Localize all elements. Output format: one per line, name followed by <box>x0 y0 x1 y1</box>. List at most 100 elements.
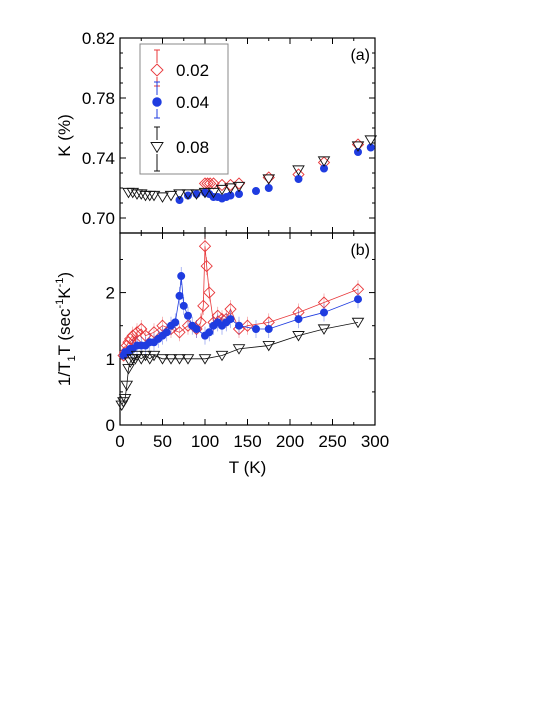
data-point <box>190 189 203 200</box>
data-point <box>134 354 148 365</box>
data-point <box>177 272 186 281</box>
data-point <box>164 354 178 365</box>
data-point <box>232 177 246 190</box>
data-point <box>317 324 331 335</box>
data-point <box>353 295 362 304</box>
data-point <box>171 318 180 327</box>
data-point <box>292 331 305 342</box>
y-tick-label: 0.70 <box>82 209 115 228</box>
data-point <box>351 317 365 329</box>
x-tick-label: 0 <box>115 432 124 451</box>
data-point <box>139 350 152 362</box>
data-point <box>319 308 328 317</box>
data-point <box>192 324 201 333</box>
data-point <box>205 328 214 337</box>
data-point <box>353 147 362 156</box>
data-point <box>173 189 186 200</box>
data-point <box>156 354 169 365</box>
data-point <box>226 191 235 200</box>
data-point <box>118 393 132 405</box>
series-0.08 <box>115 317 365 411</box>
data-point <box>130 350 144 362</box>
data-point <box>203 286 216 299</box>
panel-label: (b) <box>350 242 370 259</box>
data-point <box>319 164 328 173</box>
data-point <box>262 174 276 185</box>
y-tick-label: 0.82 <box>82 29 115 48</box>
data-point <box>147 350 161 362</box>
data-point <box>232 344 246 355</box>
y-tick-label: 2 <box>106 284 115 303</box>
data-point <box>124 332 137 346</box>
data-point <box>264 183 273 192</box>
data-point <box>232 181 246 193</box>
data-point <box>164 190 178 202</box>
x-axis: 0 50 100 150 200 250 300 T (K) <box>115 432 389 477</box>
data-point <box>207 177 220 190</box>
data-point <box>215 184 229 196</box>
data-point <box>198 240 212 253</box>
x-tick-label: 100 <box>191 432 219 451</box>
data-point <box>234 321 243 330</box>
data-point <box>317 156 331 167</box>
x-tick-label: 250 <box>318 432 346 451</box>
data-point <box>264 324 273 333</box>
legend-marker-bg <box>150 63 164 77</box>
data-point <box>198 354 212 365</box>
data-point <box>262 171 275 184</box>
data-point <box>181 189 195 200</box>
legend-marker <box>152 97 162 107</box>
data-point <box>201 177 214 190</box>
data-point <box>294 174 303 183</box>
data-point <box>181 354 195 365</box>
data-point <box>226 315 235 324</box>
data-point <box>194 316 207 329</box>
y-axis-label: 1/T1T (sec-1K-1) <box>54 272 78 386</box>
data-point <box>143 354 157 365</box>
y-tick-label: 0 <box>106 416 115 435</box>
data-point <box>200 259 213 273</box>
legend-marker-bg <box>150 140 164 154</box>
legend: 0.02 0.04 0.08 <box>139 43 229 175</box>
data-point <box>183 311 192 320</box>
data-point <box>179 301 188 310</box>
data-point <box>173 354 186 365</box>
data-point <box>147 190 161 202</box>
data-point <box>207 187 220 199</box>
data-point <box>134 189 148 200</box>
data-point <box>162 328 171 337</box>
y-tick-label: 0.74 <box>82 149 115 168</box>
panel-a: 0.70 0.74 0.78 0.82 (a) K (%) 0.02 0.04 0.08 <box>55 29 378 234</box>
data-point <box>364 135 378 146</box>
data-point <box>224 183 237 194</box>
legend-label: 0.08 <box>176 138 209 157</box>
panel-b: 0 1 2 (b) 1/T1T (sec-1K-1) <box>54 232 376 435</box>
y-axis-label: K (%) <box>55 114 74 157</box>
series-0.08 <box>122 135 378 203</box>
data-point <box>294 315 303 324</box>
legend-marker <box>150 142 164 154</box>
series-0.04 <box>119 267 362 360</box>
data-point <box>251 324 260 333</box>
legend-label: 0.04 <box>176 93 209 112</box>
data-point <box>123 357 137 368</box>
x-tick-label: 200 <box>276 432 304 451</box>
data-point <box>262 340 276 352</box>
data-point <box>156 192 169 203</box>
x-tick-label: 150 <box>233 432 261 451</box>
y-tick-label: 0.78 <box>82 89 115 108</box>
data-point <box>197 299 210 312</box>
data-point <box>234 189 243 198</box>
data-point <box>351 141 365 152</box>
data-point <box>215 178 229 192</box>
data-point <box>251 186 260 195</box>
data-point <box>173 326 186 339</box>
x-tick-label: 50 <box>153 432 172 451</box>
data-point <box>292 165 305 176</box>
data-point <box>366 143 375 152</box>
y-tick-label: 1 <box>106 350 115 369</box>
x-axis-label: T (K) <box>229 458 266 477</box>
x-tick-label: 300 <box>361 432 389 451</box>
legend-label: 0.02 <box>176 61 209 80</box>
